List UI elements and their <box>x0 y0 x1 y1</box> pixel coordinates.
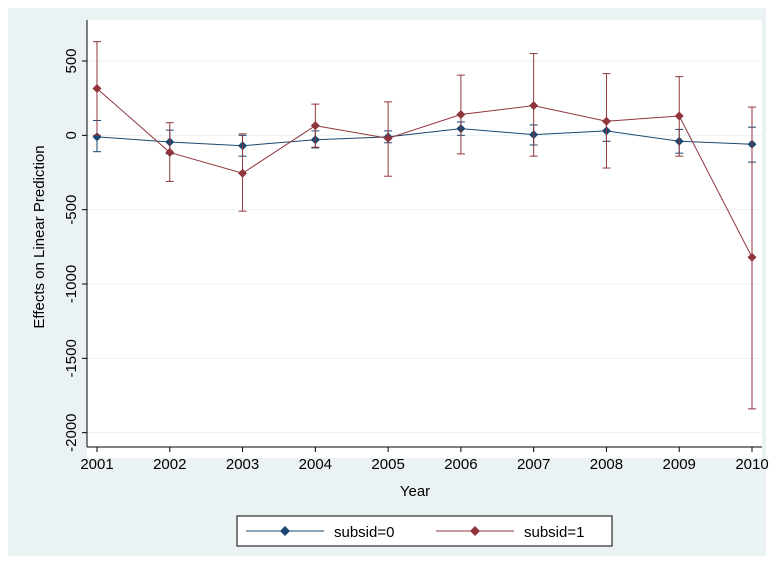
x-axis-label: Year <box>400 483 430 500</box>
grid-lines <box>87 60 762 434</box>
series-line-subsid-0 <box>96 128 753 147</box>
x-tick-label: 2002 <box>153 456 186 473</box>
x-tick-label: 2010 <box>735 456 768 473</box>
data-point-subsid-1-2001 <box>92 84 102 94</box>
x-tick-label: 2001 <box>80 456 113 473</box>
legend-label-subsid1: subsid=1 <box>524 524 584 541</box>
y-tick-label: -500 <box>63 195 80 225</box>
series-line-subsid-1 <box>96 88 753 258</box>
data-point-subsid-1-2010 <box>747 252 757 262</box>
data-point-subsid-1-2004 <box>310 121 320 131</box>
series-subsid-1 <box>92 41 757 410</box>
y-tick-label: 0 <box>63 131 80 139</box>
y-axis-label: Effects on Linear Prediction <box>31 145 48 328</box>
x-tick-label: 2005 <box>371 456 404 473</box>
data-point-subsid-1-2003 <box>238 168 248 178</box>
x-tick-label: 2009 <box>663 456 696 473</box>
data-point-subsid-0-2001 <box>92 132 102 142</box>
x-tick-label: 2007 <box>517 456 550 473</box>
data-point-subsid-1-2008 <box>601 116 611 126</box>
data-point-subsid-1-2005 <box>383 133 393 143</box>
x-axis-ticks: 2001 2002 2003 2004 2005 2006 2007 2008 2009 2010 <box>80 447 769 473</box>
x-tick-label: 2003 <box>226 456 259 473</box>
plot-area <box>87 20 762 458</box>
data-point-subsid-1-2002 <box>165 147 175 157</box>
y-axis-ticks: 500 0 -500 -1000 -1500 -2000 <box>63 48 87 452</box>
y-tick-label: -1500 <box>63 339 80 377</box>
y-tick-label: -2000 <box>63 413 80 451</box>
series-layer <box>92 41 757 410</box>
legend-marker-subsid1 <box>470 526 480 536</box>
data-point-subsid-1-2006 <box>456 110 466 120</box>
legend-label-subsid0: subsid=0 <box>334 524 394 541</box>
y-tick-label: -1000 <box>63 265 80 303</box>
legend: subsid=0 subsid=1 <box>236 515 613 547</box>
y-tick-label: 500 <box>63 48 80 73</box>
x-tick-label: 2004 <box>299 456 332 473</box>
data-point-subsid-1-2009 <box>674 111 684 121</box>
x-tick-label: 2006 <box>444 456 477 473</box>
legend-marker-subsid0 <box>280 526 290 536</box>
data-point-subsid-1-2007 <box>529 101 539 111</box>
x-tick-label: 2008 <box>590 456 623 473</box>
